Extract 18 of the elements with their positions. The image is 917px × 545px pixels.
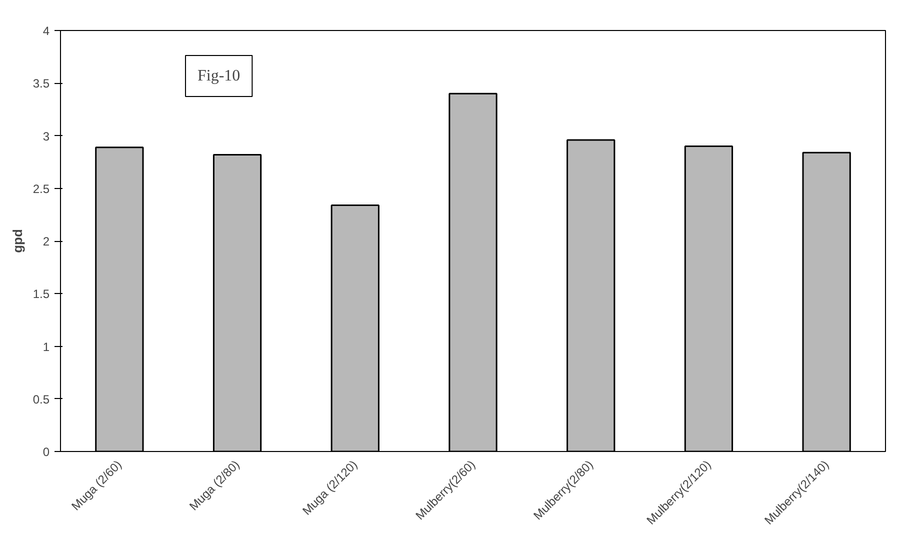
bar [448, 92, 498, 452]
y-tick-label: 1 [42, 340, 50, 354]
bar [95, 146, 144, 452]
y-tick-label: 3 [42, 129, 50, 144]
bar [330, 204, 380, 452]
bar [212, 154, 262, 452]
y-tick-label: 4 [42, 24, 50, 38]
y-axis-title: gpd [10, 229, 25, 253]
y-tick-label: 2 [42, 234, 50, 248]
y-tick-label: 0 [42, 445, 50, 459]
y-tick-label: 0.5 [32, 392, 50, 406]
annotation: Fig-10 [198, 68, 240, 84]
y-tick-label: 3.5 [32, 76, 50, 91]
bar [566, 139, 616, 452]
y-tick-label: 2.5 [32, 182, 50, 196]
bar [802, 152, 851, 452]
y-tick-label: 1.5 [32, 287, 50, 302]
bar [684, 146, 734, 452]
